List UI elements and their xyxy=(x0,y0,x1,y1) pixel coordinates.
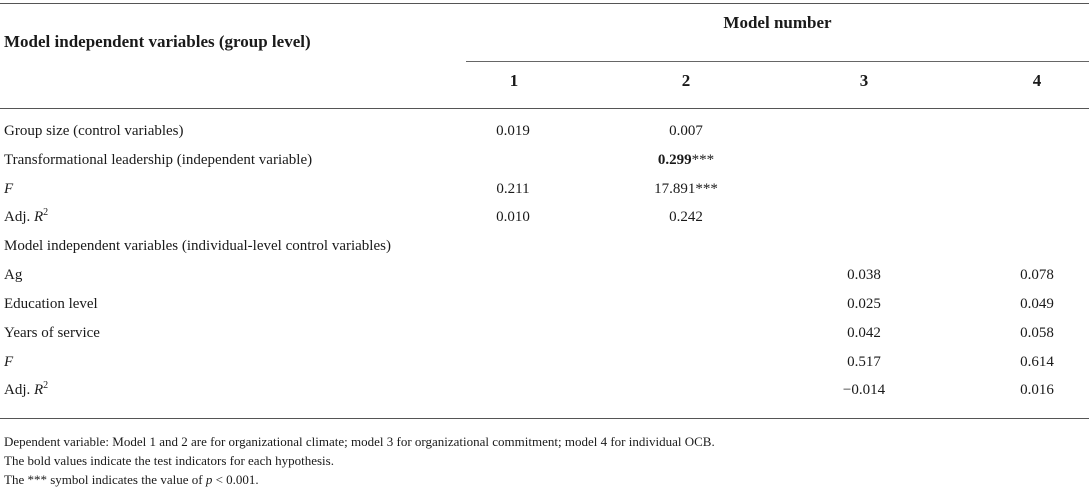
column-header-3: 3 xyxy=(859,71,869,90)
table-footnotes: Dependent variable: Model 1 and 2 are fo… xyxy=(4,432,715,489)
table-row: Transformational leadership (independent… xyxy=(0,152,1089,180)
table-top-rule xyxy=(0,3,1089,4)
model-number-header: Model number xyxy=(723,13,832,32)
stub-header: Model independent variables (group level… xyxy=(4,32,311,51)
cell-model-2: 0.242 xyxy=(669,209,703,225)
row-label-prefix: Adj. xyxy=(4,382,34,398)
footnote-significance-prefix: The *** symbol indicates the value of xyxy=(4,472,206,487)
row-label: Adj. R2 xyxy=(4,207,49,226)
row-label: Years of service xyxy=(4,325,100,341)
row-label-superscript: 2 xyxy=(43,207,49,218)
row-label-r: R xyxy=(34,382,44,398)
cell-model-2: 17.891*** xyxy=(654,181,718,197)
table-row: F 0.211 17.891*** xyxy=(0,181,1089,209)
footnote-significance: The *** symbol indicates the value of p … xyxy=(4,470,715,489)
cell-model-3: −0.014 xyxy=(842,382,886,398)
cell-model-4: 0.058 xyxy=(1020,325,1054,341)
row-label: Adj. R2 xyxy=(4,380,49,399)
table-row: Ag 0.038 0.078 xyxy=(0,267,1089,295)
table-row: Adj. R2 0.010 0.242 xyxy=(0,207,1089,237)
group-header-rule xyxy=(466,61,1089,62)
column-header-2: 2 xyxy=(681,71,691,90)
row-label: F xyxy=(4,181,14,197)
footnote-significance-suffix: < 0.001. xyxy=(212,472,259,487)
table-row: Group size (control variables) 0.019 0.0… xyxy=(0,123,1089,151)
footnote-dependent-variable: Dependent variable: Model 1 and 2 are fo… xyxy=(4,434,715,449)
table-row: F 0.517 0.614 xyxy=(0,354,1089,382)
table-row: Years of service 0.042 0.058 xyxy=(0,325,1089,353)
row-label-superscript: 2 xyxy=(43,380,49,391)
row-label-prefix: Adj. xyxy=(4,209,34,225)
cell-model-2: 0.299*** xyxy=(626,152,746,169)
column-header-4: 4 xyxy=(1032,71,1042,90)
row-label: Education level xyxy=(4,296,98,312)
cell-model-4: 0.016 xyxy=(1020,382,1054,398)
header-bottom-rule xyxy=(0,108,1089,109)
row-label: Group size (control variables) xyxy=(4,123,184,139)
cell-model-1: 0.010 xyxy=(496,209,530,225)
cell-model-3: 0.025 xyxy=(847,296,881,312)
row-label: Model independent variables (individual-… xyxy=(4,238,391,254)
cell-model-2: 0.007 xyxy=(669,123,703,139)
row-label: Ag xyxy=(4,267,23,283)
significance-stars: *** xyxy=(691,152,715,168)
cell-model-1: 0.019 xyxy=(496,123,530,139)
footnote-bold-values: The bold values indicate the test indica… xyxy=(4,453,334,468)
bold-value: 0.299 xyxy=(657,152,692,168)
row-label-r: R xyxy=(34,209,44,225)
table-row: Education level 0.025 0.049 xyxy=(0,296,1089,324)
table-row: Adj. R2 −0.014 0.016 xyxy=(0,380,1089,410)
cell-model-4: 0.049 xyxy=(1020,296,1054,312)
table-bottom-rule xyxy=(0,418,1089,419)
row-label: F xyxy=(4,354,14,370)
row-label: Transformational leadership (independent… xyxy=(4,152,313,168)
cell-model-4: 0.078 xyxy=(1020,267,1054,283)
cell-model-3: 0.042 xyxy=(847,325,881,341)
cell-model-1: 0.211 xyxy=(496,181,530,197)
cell-model-3: 0.038 xyxy=(847,267,881,283)
cell-model-3: 0.517 xyxy=(847,354,881,370)
footnote-p: p xyxy=(205,472,213,487)
column-header-1: 1 xyxy=(509,71,519,90)
cell-model-4: 0.614 xyxy=(1020,354,1054,370)
table-row: Model independent variables (individual-… xyxy=(0,238,1089,266)
